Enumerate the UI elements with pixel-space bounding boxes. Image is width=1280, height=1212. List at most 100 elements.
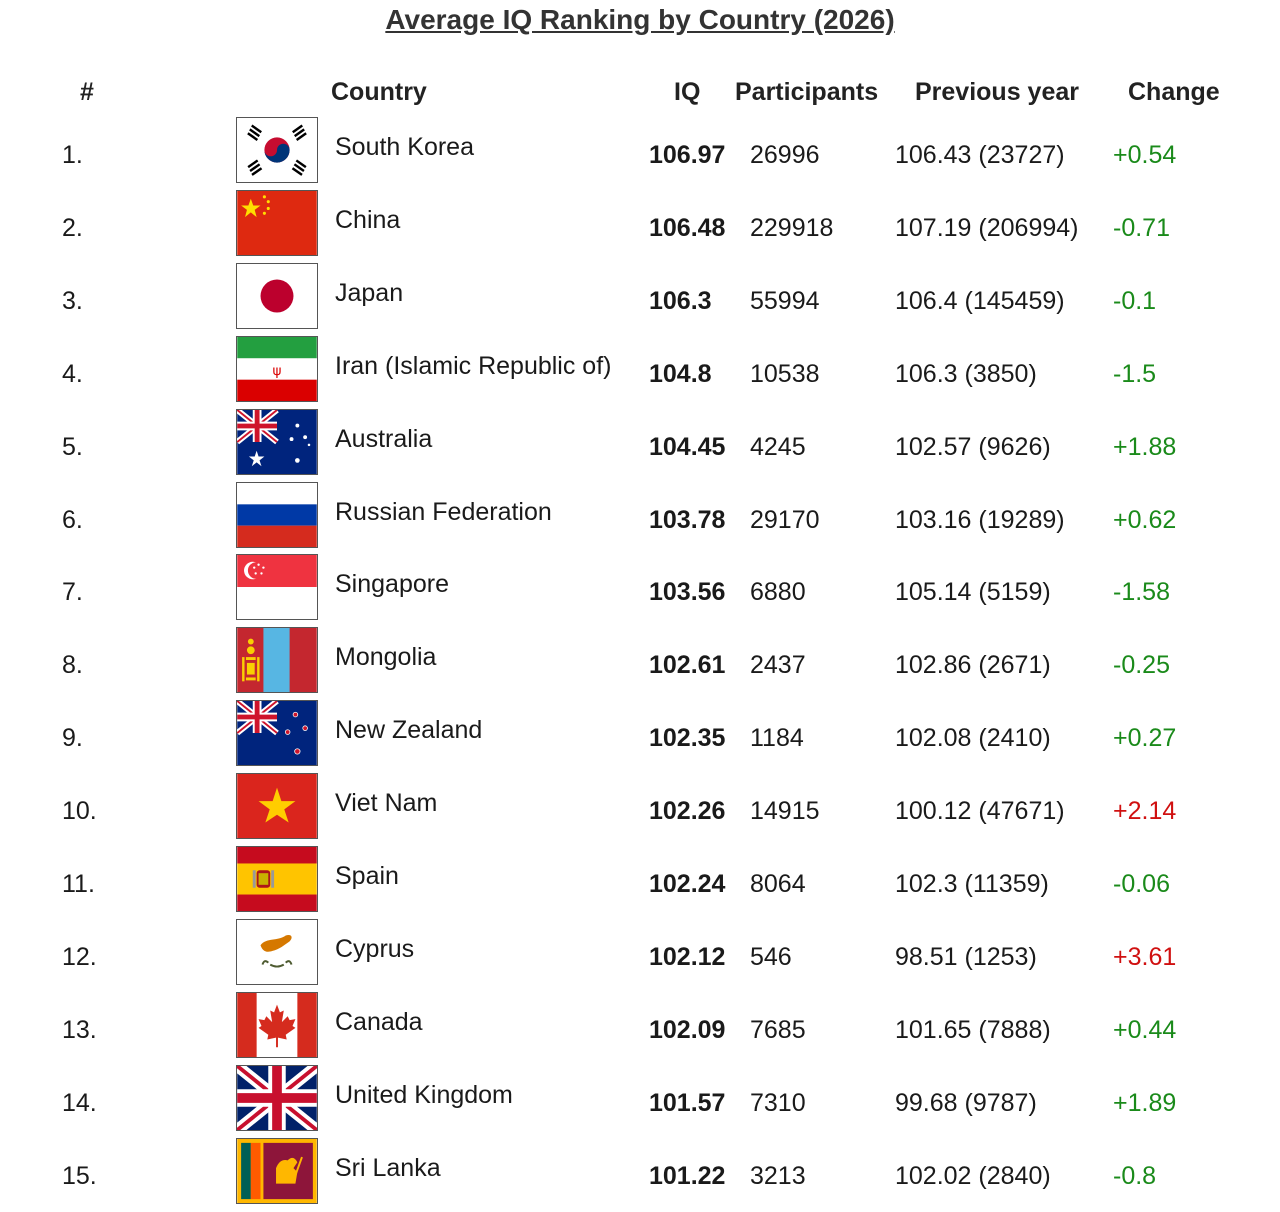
change-value: +0.27 xyxy=(1113,724,1177,753)
previous-year-value: 102.08 (2410) xyxy=(895,724,1051,753)
participants-value: 10538 xyxy=(750,359,820,388)
previous-year-value: 105.14 (5159) xyxy=(895,578,1051,607)
rank-cell: 3. xyxy=(62,286,83,315)
participants-value: 8064 xyxy=(750,870,806,898)
rank-cell: 9. xyxy=(62,724,83,753)
iq-value: 102.09 xyxy=(649,1015,726,1044)
country-name: Cyprus xyxy=(335,934,415,963)
previous-year-value: 101.65 (7888) xyxy=(895,1015,1051,1044)
change-value: +0.54 xyxy=(1113,141,1177,169)
iq-value: 102.12 xyxy=(649,942,726,971)
sri-lanka-flag-icon xyxy=(236,1137,318,1204)
table-row: 14. United Kingdom 101.57 7310 99.68 (97… xyxy=(0,1064,1280,1139)
table-row: 15. Sri Lanka 101.22 3213 102.02 (2840) … xyxy=(0,1137,1280,1212)
header-country: Country xyxy=(331,78,427,106)
singapore-flag-icon xyxy=(236,554,318,621)
rank-cell: 12. xyxy=(62,942,97,971)
iq-value: 106.97 xyxy=(649,141,726,169)
change-value: -1.58 xyxy=(1113,578,1170,607)
cyprus-flag-icon xyxy=(236,918,318,985)
rank-cell: 13. xyxy=(62,1015,97,1044)
mongolia-flag-icon xyxy=(236,627,318,694)
previous-year-value: 102.57 (9626) xyxy=(895,432,1051,461)
table-row: 5. Australia 104.45 4245 102.57 (9626) +… xyxy=(0,408,1280,483)
previous-year-value: 99.68 (9787) xyxy=(895,1088,1037,1117)
table-row: 12. Cyprus 102.12 546 98.51 (1253) +3.61 xyxy=(0,918,1280,993)
change-value: -0.25 xyxy=(1113,651,1170,680)
iq-value: 103.56 xyxy=(649,578,726,607)
change-value: +0.62 xyxy=(1113,505,1177,534)
rank-cell: 4. xyxy=(62,359,83,388)
table-row: 1. South Korea 106.97 26996 106.43 (2372… xyxy=(0,117,1280,191)
participants-value: 6880 xyxy=(750,578,806,607)
svg-text:ψ: ψ xyxy=(273,363,282,379)
iq-value: 102.35 xyxy=(649,724,726,753)
iq-value: 102.26 xyxy=(649,797,726,826)
iran-flag-icon: ψ xyxy=(236,335,318,402)
country-name: South Korea xyxy=(335,133,474,161)
china-flag-icon xyxy=(236,189,318,256)
table-row: 7. Singapore 103.56 6880 105.14 (5159) -… xyxy=(0,554,1280,628)
iq-value: 102.61 xyxy=(649,651,726,680)
change-value: +1.89 xyxy=(1113,1088,1177,1117)
participants-value: 229918 xyxy=(750,213,834,242)
page-title: Average IQ Ranking by Country (2026) xyxy=(385,4,895,35)
change-value: +3.61 xyxy=(1113,942,1177,971)
previous-year-value: 102.02 (2840) xyxy=(895,1161,1051,1190)
participants-value: 2437 xyxy=(750,651,806,680)
rank-cell: 10. xyxy=(62,797,97,826)
header-previous-year: Previous year xyxy=(915,78,1079,106)
table-row: 2. China 106.48 229918 107.19 (206994) -… xyxy=(0,189,1280,264)
country-name: New Zealand xyxy=(335,716,483,745)
rank-cell: 14. xyxy=(62,1088,97,1117)
change-value: -0.71 xyxy=(1113,213,1170,242)
participants-value: 29170 xyxy=(750,505,820,534)
table-row: 6. Russian Federation 103.78 29170 103.1… xyxy=(0,481,1280,556)
rank-cell: 2. xyxy=(62,213,83,242)
iq-value: 103.78 xyxy=(649,505,726,534)
canada-flag-icon xyxy=(236,991,318,1058)
iq-value: 101.22 xyxy=(649,1161,726,1190)
united-kingdom-flag-icon xyxy=(236,1064,318,1131)
rank-cell: 8. xyxy=(62,651,83,680)
participants-value: 546 xyxy=(750,942,792,971)
country-name: Russian Federation xyxy=(335,497,552,526)
table-row: 4. ψ Iran (Islamic Republic of) 104.8 10… xyxy=(0,335,1280,410)
country-name: Spain xyxy=(335,862,399,890)
table-row: 8. Mongolia 102.61 2437 102.86 (2671) -0… xyxy=(0,627,1280,701)
participants-value: 7685 xyxy=(750,1015,806,1044)
header-change: Change xyxy=(1128,78,1220,106)
south-korea-flag-icon xyxy=(236,117,318,183)
spain-flag-icon xyxy=(236,846,318,912)
table-row: 11. Spain 102.24 8064 102.3 (11359) -0.0… xyxy=(0,846,1280,920)
previous-year-value: 100.12 (47671) xyxy=(895,797,1065,826)
change-value: -0.06 xyxy=(1113,870,1170,898)
participants-value: 14915 xyxy=(750,797,820,826)
previous-year-value: 106.3 (3850) xyxy=(895,359,1037,388)
iq-value: 104.45 xyxy=(649,432,726,461)
participants-value: 3213 xyxy=(750,1161,806,1190)
country-name: United Kingdom xyxy=(335,1080,513,1109)
country-name: Mongolia xyxy=(335,643,437,672)
previous-year-value: 107.19 (206994) xyxy=(895,213,1079,242)
previous-year-value: 102.3 (11359) xyxy=(895,870,1049,898)
rank-cell: 15. xyxy=(62,1161,97,1190)
iq-value: 104.8 xyxy=(649,359,712,388)
change-value: -0.1 xyxy=(1113,286,1157,315)
previous-year-value: 103.16 (19289) xyxy=(895,505,1065,534)
participants-value: 26996 xyxy=(750,141,820,169)
rank-cell: 5. xyxy=(62,432,83,461)
change-value: -1.5 xyxy=(1113,359,1157,388)
iq-value: 106.3 xyxy=(649,286,712,315)
change-value: -0.8 xyxy=(1113,1161,1157,1190)
country-name: Sri Lanka xyxy=(335,1153,441,1182)
russia-flag-icon xyxy=(236,481,318,548)
rank-cell: 11. xyxy=(62,870,95,898)
header-iq: IQ xyxy=(674,78,701,106)
previous-year-value: 106.4 (145459) xyxy=(895,286,1065,315)
change-value: +2.14 xyxy=(1113,797,1177,826)
vietnam-flag-icon xyxy=(236,773,318,840)
country-name: China xyxy=(335,205,401,234)
iq-value: 101.57 xyxy=(649,1088,726,1117)
rank-cell: 1. xyxy=(62,141,83,169)
